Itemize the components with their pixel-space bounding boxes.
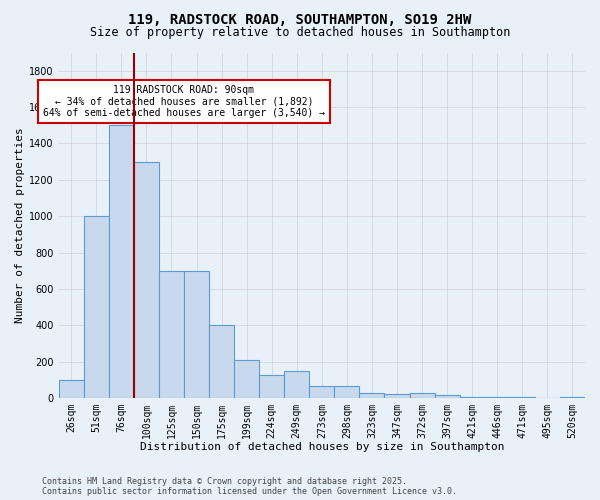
Text: 119 RADSTOCK ROAD: 90sqm
← 34% of detached houses are smaller (1,892)
64% of sem: 119 RADSTOCK ROAD: 90sqm ← 34% of detach…: [43, 86, 325, 118]
Bar: [134, 162, 159, 398]
Bar: [284, 371, 309, 398]
Text: Contains HM Land Registry data © Crown copyright and database right 2025.
Contai: Contains HM Land Registry data © Crown c…: [42, 476, 457, 496]
Bar: [460, 397, 485, 398]
Y-axis label: Number of detached properties: Number of detached properties: [15, 128, 25, 323]
Bar: [184, 271, 209, 398]
Bar: [84, 216, 109, 398]
X-axis label: Distribution of detached houses by size in Southampton: Distribution of detached houses by size …: [140, 442, 504, 452]
Bar: [309, 386, 334, 398]
Bar: [560, 397, 585, 398]
Text: Size of property relative to detached houses in Southampton: Size of property relative to detached ho…: [90, 26, 510, 39]
Bar: [434, 396, 460, 398]
Bar: [510, 397, 535, 398]
Bar: [209, 326, 234, 398]
Bar: [359, 393, 385, 398]
Bar: [159, 271, 184, 398]
Bar: [259, 374, 284, 398]
Bar: [334, 386, 359, 398]
Bar: [385, 394, 410, 398]
Bar: [234, 360, 259, 398]
Bar: [410, 393, 434, 398]
Bar: [59, 380, 84, 398]
Bar: [109, 126, 134, 398]
Text: 119, RADSTOCK ROAD, SOUTHAMPTON, SO19 2HW: 119, RADSTOCK ROAD, SOUTHAMPTON, SO19 2H…: [128, 12, 472, 26]
